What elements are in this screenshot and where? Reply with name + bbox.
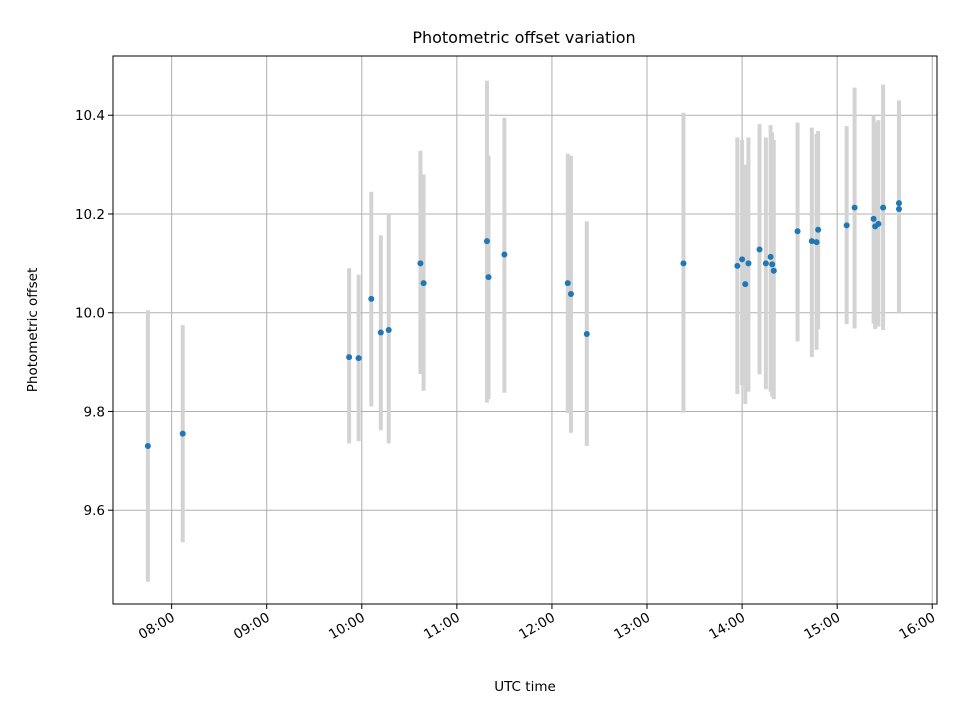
data-point [680, 260, 687, 267]
data-point [794, 228, 801, 235]
data-point [875, 220, 882, 227]
data-point [346, 354, 353, 361]
data-point [742, 281, 749, 288]
x-tick-label: 08:00 [136, 610, 178, 643]
y-axis-label: Photometric offset [25, 268, 41, 392]
data-point [895, 200, 902, 207]
x-tick-label: 15:00 [801, 610, 843, 643]
data-point [813, 239, 820, 246]
data-point [756, 246, 763, 253]
data-point [377, 329, 384, 336]
data-point [501, 251, 508, 258]
data-point [843, 222, 850, 229]
y-tick-label: 10.2 [75, 207, 105, 223]
x-tick-label: 13:00 [611, 610, 653, 643]
data-point [179, 430, 186, 437]
x-axis: 08:00 09:00 10:00 11:00 12:00 13:00 14:00 15:00… [136, 604, 938, 643]
x-tick-label: 11:00 [421, 610, 463, 643]
data-point [770, 267, 777, 274]
data-point [485, 274, 492, 281]
data-point [385, 327, 392, 333]
data-point [815, 226, 822, 233]
x-tick-label: 16:00 [897, 610, 939, 643]
data-point [420, 280, 427, 287]
data-point [745, 260, 752, 267]
data-point [739, 256, 746, 263]
plot-frame [112, 55, 938, 605]
chart-title: Photometric offset variation [412, 28, 635, 47]
data-point [355, 355, 362, 362]
data-point [769, 261, 776, 268]
data-point [564, 280, 571, 287]
data-point [567, 290, 574, 297]
data-point [808, 238, 815, 245]
data-points [144, 200, 902, 450]
y-axis: 9.6 9.8 10.0 10.2 10.4 [75, 108, 113, 519]
data-point [734, 262, 741, 269]
y-tick-label: 10.4 [75, 108, 105, 124]
x-tick-label: 12:00 [516, 610, 558, 643]
x-tick-label: 09:00 [231, 610, 273, 643]
data-point [144, 443, 151, 450]
data-point [368, 295, 375, 302]
data-point [851, 204, 858, 211]
data-point [762, 260, 769, 267]
error-bars [145, 80, 901, 582]
x-tick-label: 10:00 [326, 610, 368, 643]
data-point [870, 215, 877, 222]
x-axis-label: UTC time [494, 679, 556, 695]
data-point [483, 238, 490, 245]
grid [113, 56, 937, 604]
x-tick-label: 14:00 [706, 610, 748, 643]
y-tick-label: 10.0 [75, 306, 105, 322]
data-point [583, 330, 590, 337]
data-point [767, 253, 774, 260]
data-point [880, 204, 887, 211]
data-point [417, 260, 424, 267]
y-tick-label: 9.6 [84, 503, 105, 519]
y-tick-label: 9.8 [84, 404, 105, 420]
data-point [895, 206, 902, 213]
